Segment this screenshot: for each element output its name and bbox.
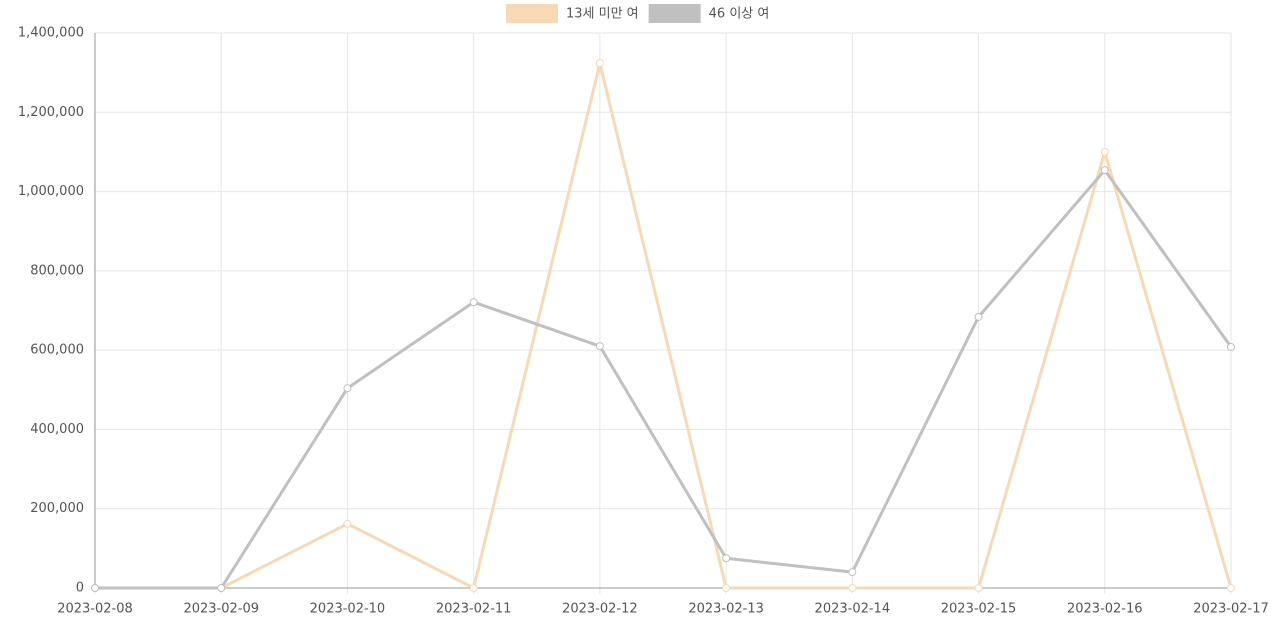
x-tick-label: 2023-02-13 — [688, 602, 764, 617]
y-tick-label: 1,400,000 — [18, 26, 84, 41]
legend-swatch — [506, 4, 558, 23]
legend-label: 46 이상 여 — [709, 7, 770, 22]
x-tick-label: 2023-02-16 — [1067, 602, 1143, 617]
data-point — [848, 568, 857, 577]
series-line — [95, 61, 1233, 590]
data-point — [343, 519, 352, 528]
x-tick-label: 2023-02-08 — [57, 602, 133, 617]
series-line — [95, 168, 1233, 590]
data-point — [595, 59, 604, 68]
legend-item: 13세 미만 여 — [506, 4, 639, 23]
data-point — [1100, 147, 1109, 156]
y-tick-label: 600,000 — [30, 343, 84, 358]
x-tick-label: 2023-02-09 — [183, 602, 259, 617]
data-point — [1227, 342, 1235, 351]
y-tick-label: 1,000,000 — [18, 184, 84, 199]
data-point — [217, 584, 226, 592]
data-point — [1100, 166, 1109, 175]
data-point — [848, 584, 857, 592]
legend-label: 13세 미만 여 — [566, 7, 639, 22]
y-tick-label: 0 — [76, 581, 84, 596]
y-tick-label: 1,200,000 — [18, 105, 84, 120]
data-point — [1227, 584, 1235, 592]
x-tick-label: 2023-02-11 — [436, 602, 512, 617]
y-tick-label: 800,000 — [30, 263, 84, 278]
data-point — [722, 554, 731, 563]
data-point — [91, 584, 99, 592]
data-point — [974, 584, 983, 592]
x-tick-label: 2023-02-10 — [310, 602, 386, 617]
data-point — [469, 298, 478, 307]
x-tick-label: 2023-02-15 — [941, 602, 1017, 617]
data-point — [722, 584, 731, 592]
data-point — [469, 584, 478, 592]
legend-item: 46 이상 여 — [648, 4, 770, 23]
x-tick-label: 2023-02-14 — [815, 602, 891, 617]
data-point — [343, 384, 352, 393]
y-tick-label: 200,000 — [30, 501, 84, 516]
data-point — [974, 312, 983, 321]
data-point — [595, 342, 604, 351]
x-tick-label: 2023-02-17 — [1193, 602, 1269, 617]
x-tick-label: 2023-02-12 — [562, 602, 638, 617]
legend-swatch — [648, 4, 701, 23]
y-tick-label: 400,000 — [30, 422, 84, 437]
